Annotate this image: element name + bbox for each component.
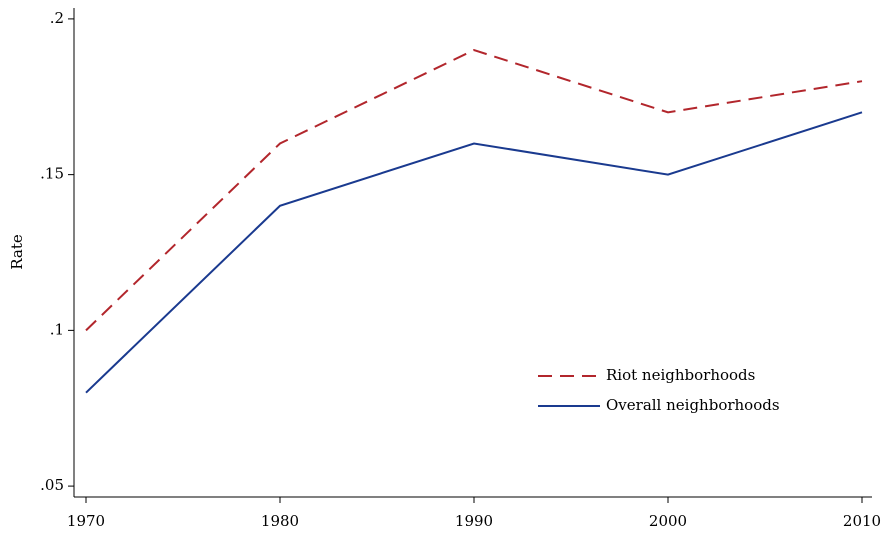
y-tick-label: .05 bbox=[40, 476, 64, 494]
x-tick-label: 2000 bbox=[649, 512, 687, 530]
series-line bbox=[85, 111, 863, 394]
x-tick-label: 1970 bbox=[67, 512, 105, 530]
y-tick-label: .2 bbox=[50, 9, 64, 27]
y-tick-label: .15 bbox=[40, 165, 64, 183]
x-tick-label: 1990 bbox=[455, 512, 493, 530]
x-tick-label: 2010 bbox=[843, 512, 881, 530]
legend-label: Riot neighborhoods bbox=[606, 366, 755, 384]
y-tick-label: .1 bbox=[50, 320, 64, 338]
series-line bbox=[85, 48, 863, 332]
x-tick-label: 1980 bbox=[261, 512, 299, 530]
legend-label: Overall neighborhoods bbox=[606, 396, 780, 414]
y-axis-label: Rate bbox=[8, 234, 26, 270]
